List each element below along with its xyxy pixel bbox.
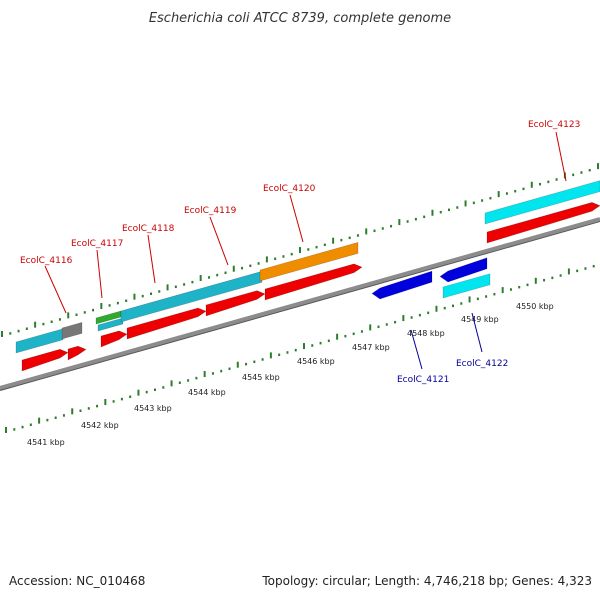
gene-feature-4118-4119 <box>120 270 263 323</box>
tick-label: 4545 kbp <box>242 373 280 382</box>
gene-label-4122[interactable]: EcolC_4122 <box>456 359 508 369</box>
gene-label-4121[interactable]: EcolC_4121 <box>397 375 449 385</box>
cds-4117 <box>100 330 128 348</box>
gene-label-4116-leader <box>44 265 67 314</box>
tick-label: 4542 kbp <box>81 421 119 430</box>
gene-label-4118[interactable]: EcolC_4118 <box>122 224 175 234</box>
cds-4116 <box>21 348 69 372</box>
gene-label-4119-leader <box>209 216 229 266</box>
gene-label-4121-leader <box>410 329 423 370</box>
tick-labels: 4541 kbp 4542 kbp 4543 kbp 4544 kbp 4545 kbp… <box>27 302 554 447</box>
tick-label: 4543 kbp <box>134 404 172 413</box>
topology-text: Topology: circular; Length: 4,746,218 bp… <box>262 574 592 588</box>
map-title: Escherichia coli ATCC 8739, complete gen… <box>149 11 451 26</box>
cds-4121 <box>371 270 433 300</box>
gene-feature-4116 <box>15 328 64 354</box>
tick-label: 4548 kbp <box>407 329 445 338</box>
cds-4117a <box>67 345 87 361</box>
gene-label-4122-leader <box>471 312 483 353</box>
gene-label-4120-leader <box>289 194 304 243</box>
gene-label-4123-leader <box>555 131 567 182</box>
gene-label-4117-leader <box>96 249 103 299</box>
tick-label: 4541 kbp <box>27 438 65 447</box>
backbone-line <box>0 217 600 390</box>
gene-feature-4122 <box>442 273 491 299</box>
tick-label: 4550 kbp <box>516 302 554 311</box>
orange-feature-4120 <box>259 242 359 282</box>
gene-label-4117[interactable]: EcolC_4117 <box>71 239 123 249</box>
gene-callouts: EcolC_4116 EcolC_4117 EcolC_4118 EcolC_4119… <box>20 120 580 385</box>
upper-tick-row <box>1 163 600 337</box>
genome-backbone <box>0 217 600 391</box>
accession-text: Accession: NC_010468 <box>9 574 146 588</box>
gene-label-4120[interactable]: EcolC_4120 <box>263 184 316 194</box>
cds-4118 <box>126 307 207 340</box>
gene-label-4119[interactable]: EcolC_4119 <box>184 206 237 216</box>
cds-4123 <box>486 202 600 244</box>
cds-4122 <box>439 257 488 283</box>
cds-4120 <box>264 263 363 301</box>
tick-label: 4549 kbp <box>461 315 499 324</box>
cds-4119 <box>205 290 266 317</box>
feature-track <box>15 180 600 372</box>
tick-label: 4547 kbp <box>352 343 390 352</box>
gene-label-4123[interactable]: EcolC_4123 <box>528 120 580 130</box>
gray-feature <box>61 321 83 340</box>
gene-label-4116[interactable]: EcolC_4116 <box>20 256 73 266</box>
gene-label-4118-leader <box>147 234 156 284</box>
gene-feature-4117 <box>97 317 124 332</box>
gene-feature-4123 <box>484 180 600 225</box>
lower-tick-row <box>5 264 595 433</box>
tick-label: 4546 kbp <box>297 357 335 366</box>
tick-label: 4544 kbp <box>188 388 226 397</box>
